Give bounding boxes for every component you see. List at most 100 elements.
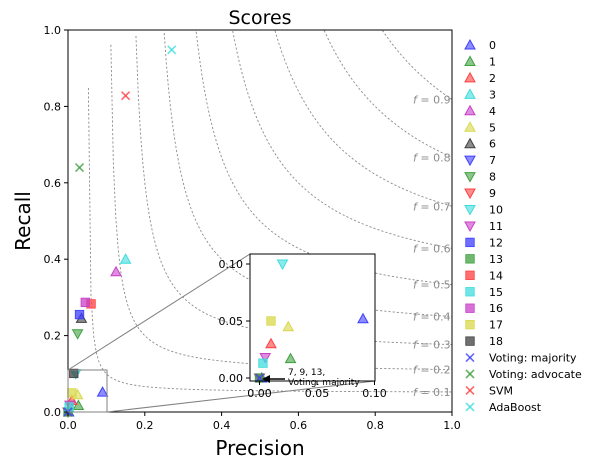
legend-marker [464,55,476,66]
legend-entry: 9 [464,187,496,200]
inset-x-tick-label: 0.05 [305,387,330,400]
inset-x-axis-ticks: 0.00 0.05 0.10 [247,381,387,400]
inset-x-tick-label: 0.10 [362,387,387,400]
legend-entry: 2 [464,71,496,85]
y-axis-ticks: 0.0 0.2 0.4 0.6 0.8 1.0 [44,24,68,419]
legend-label: 4 [489,105,496,118]
y-tick-label: 0.6 [44,177,62,190]
legend-label: 5 [489,121,496,134]
inset-x-tick-label: 0.00 [247,387,272,400]
legend-entry: 3 [464,88,496,101]
legend-label: 11 [489,220,503,233]
legend-marker [464,71,476,83]
inset-point-series-17 [266,316,276,326]
legend-marker [464,38,476,50]
point-series-0 [96,386,109,397]
x-tick-label: 0.0 [59,419,77,432]
legend-entry: 0 [464,38,496,52]
legend-label: 1 [489,55,496,68]
x-tick-label: 0.2 [136,419,154,432]
point-series-adaboost [167,45,177,55]
legend-entry: AdaBoost [465,401,542,414]
inset-frame [249,253,376,382]
plot-frame [67,29,453,413]
legend-label: 3 [489,88,496,101]
legend-marker [464,155,476,167]
inset-point-series-5 [282,320,295,332]
legend-entry: 11 [464,220,503,233]
legend-marker [464,188,476,200]
legend-marker [465,352,475,363]
legend-marker [465,254,475,264]
x-tick-label: 0.6 [290,419,308,432]
legend-entry: 18 [465,335,503,348]
f-curve-label: f = 0.6 [413,242,451,255]
legend-marker [465,336,475,346]
legend-label: 16 [489,302,503,315]
legend-marker [464,121,476,132]
f-curve-label: f = 0.1 [413,386,451,399]
legend-entry: 10 [464,204,503,217]
f-curve-4 [163,32,452,317]
legend-label: 2 [489,72,496,85]
chart-title: Scores [228,7,291,29]
legend-label: 13 [489,253,503,266]
point-series-17 [67,388,77,398]
f-curve-label: f = 0.2 [413,364,451,377]
f-curve-7 [274,30,452,207]
inset-point-series-15 [258,358,268,368]
legend-label: 15 [489,286,503,299]
inset-y-tick-label: 0.00 [219,372,244,385]
f-curve-label: f = 0.3 [413,339,451,352]
legend-entry: 14 [465,269,503,282]
inset-point-series-2 [265,337,277,349]
legend-entry: 6 [464,137,496,151]
point-series-16 [80,297,90,308]
f-curve-label: f = 0.7 [413,200,451,213]
legend-marker [464,137,476,149]
legend-marker [465,287,475,297]
f-curve-2 [110,44,452,371]
f-curve-6 [232,30,452,249]
main-plot-points [62,45,177,419]
legend-label: 12 [489,236,503,249]
legend-entry: 15 [465,286,503,299]
legend-marker [464,205,476,216]
legend-label: Voting: advocate [489,368,582,381]
legend-marker [465,319,475,330]
inset-point-series-10 [276,259,289,271]
zoom-indicator [67,253,376,413]
x-tick-label: 0.8 [366,419,384,432]
legend-label: SVM [489,384,513,397]
legend-label: AdaBoost [489,401,542,414]
x-axis-ticks: 0.0 0.2 0.4 0.6 0.8 1.0 [59,412,461,432]
inset-annotation-line-1: 7, 9, 13, [288,368,325,378]
f-curve-label: f = 0.8 [413,151,451,164]
zoom-region-box [67,369,108,413]
f-curve-9 [381,30,452,100]
legend-entry: 4 [464,104,496,118]
legend-entry: 7 [464,154,496,167]
legend-label: 17 [489,319,503,332]
legend-label: Voting: majority [489,352,577,365]
inset-point-series-1 [284,352,297,364]
legend-label: 7 [489,154,496,167]
legend-entry: 12 [465,236,503,249]
inset-point-series-0 [357,312,369,324]
legend-entry: 8 [464,171,496,184]
point-series-4 [110,265,122,277]
x-axis-label: Precision [215,436,304,460]
f-curve-8 [323,30,452,158]
legend-entry: Voting: majority [465,352,577,365]
f-curve-label: f = 0.9 [413,93,451,106]
legend-label: 18 [489,335,503,348]
inset-point-series-11 [259,352,272,364]
legend-entry: SVM [465,384,513,397]
legend-label: 8 [489,171,496,184]
f-curve-1 [87,87,452,393]
legend-marker [464,104,476,116]
point-series-12 [74,309,85,320]
legend-marker [465,303,475,313]
legend-label: 14 [489,269,503,282]
